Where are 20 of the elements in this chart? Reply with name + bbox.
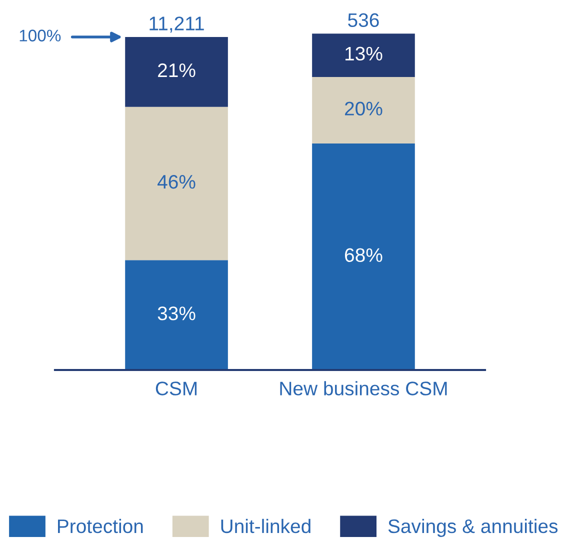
legend-label: Savings & annuities [388, 518, 558, 537]
annotation: 536 [348, 13, 379, 28]
bar [312, 34, 415, 77]
legend-label: Unit-linked [221, 518, 310, 534]
x-tick-label: New business CSM [280, 381, 447, 396]
data-label: 68% [345, 248, 382, 262]
data-label: 33% [158, 306, 196, 320]
legend-label: Protection [58, 518, 143, 534]
data-label: 20% [345, 102, 382, 116]
data-label: 46% [158, 174, 196, 189]
annotation: 100% [20, 30, 61, 42]
bar [312, 144, 415, 370]
x-tick-label: CSM [156, 382, 197, 396]
data-label: 21% [158, 63, 196, 78]
data-label: 13% [346, 46, 382, 61]
bar [125, 37, 228, 107]
bar [125, 260, 228, 370]
bar [312, 76, 415, 144]
annotation: 11,211 [150, 16, 204, 33]
bar [125, 106, 228, 260]
